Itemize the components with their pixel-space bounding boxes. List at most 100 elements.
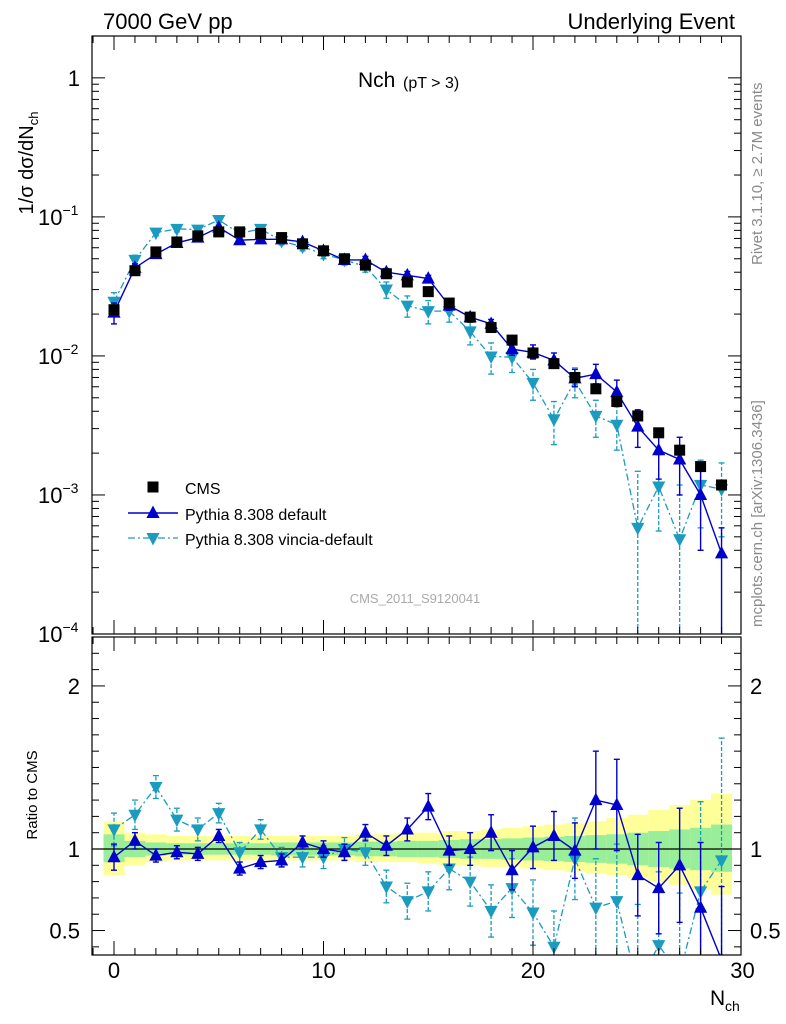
- cms-point: [234, 226, 246, 238]
- ratio-default-point: [170, 844, 184, 858]
- ratio-default-point: [421, 799, 435, 812]
- ratio-vincia-point: [233, 847, 247, 860]
- default-point: [610, 384, 624, 398]
- ratio-vincia-point: [254, 824, 268, 837]
- x-tick-label: 20: [521, 958, 545, 983]
- main-y-tick-exponent: −3: [62, 480, 78, 496]
- default-point: [714, 545, 729, 559]
- x-tick-label: 0: [108, 958, 120, 983]
- cms-point: [653, 427, 665, 439]
- ratio-default-point: [673, 857, 687, 871]
- x-label-sub: ch: [725, 998, 740, 1014]
- cms-point: [108, 304, 120, 316]
- cms-point: [401, 276, 413, 288]
- vincia-point: [610, 419, 624, 433]
- ratio-default-point: [107, 849, 121, 863]
- legend-label-vincia: Pythia 8.308 vincia-default: [185, 532, 373, 549]
- ratio-vincia-point: [170, 814, 184, 828]
- analysis-watermark: CMS_2011_S9120041: [350, 591, 481, 606]
- vincia-point: [673, 534, 687, 547]
- ratio-y-tick-label-right: 2: [750, 674, 762, 699]
- cms-point: [150, 246, 162, 258]
- cms-point: [359, 259, 371, 271]
- cms-point: [171, 236, 183, 248]
- plot-title-main: Nch: [358, 69, 395, 92]
- ratio-vincia-line: [113, 785, 723, 955]
- default-point: [589, 366, 603, 380]
- ratio-vincia-point: [400, 896, 414, 909]
- main-y-tick-label: 10−4: [38, 619, 79, 647]
- cms-point: [318, 245, 329, 257]
- ratio-vincia-point: [526, 907, 540, 921]
- ratio-default-point: [463, 841, 477, 855]
- ratio-vincia-point: [463, 876, 477, 890]
- ratio-default-point: [379, 838, 393, 851]
- x-axis-label: N ch: [710, 987, 740, 1014]
- ratio-vincia-point: [442, 863, 456, 877]
- ratio-default-point: [505, 862, 519, 876]
- main-plot-axes: 110−110−210−310−4: [38, 35, 742, 647]
- mcplots-reference-label: mcplots.cern.ch [arXiv:1306.3436]: [749, 400, 766, 627]
- ratio-y-tick-label-left: 0.5: [49, 919, 80, 944]
- ratio-vincia-point: [631, 981, 644, 993]
- vincia-point: [589, 410, 603, 424]
- main-y-tick-label: 1: [68, 66, 80, 91]
- main-y-tick-label: 10−3: [38, 480, 79, 508]
- vincia-point: [631, 522, 645, 536]
- vincia-point: [526, 377, 540, 391]
- x-tick-label: 10: [311, 958, 335, 983]
- ratio-y-tick-label-right: 0.5: [750, 919, 781, 944]
- ratio-default-point: [316, 841, 331, 855]
- default-point: [652, 442, 666, 456]
- default-point: [505, 341, 519, 355]
- cms-point: [297, 238, 309, 250]
- ratio-default-point: [400, 821, 414, 835]
- main-y-label-text: 1/σ dσ/dN: [16, 125, 38, 214]
- cms-point: [338, 253, 350, 265]
- ratio-default-point: [694, 900, 708, 913]
- ratio-band-green: [711, 824, 733, 872]
- legend-label-default: Pythia 8.308 default: [185, 507, 327, 524]
- cms-point: [380, 268, 392, 280]
- ratio-vincia-point: [128, 809, 142, 823]
- legend-markers: [128, 481, 178, 546]
- cms-point: [527, 347, 539, 359]
- ratio-default-point: [526, 839, 540, 853]
- cms-point: [611, 396, 623, 408]
- cms-point: [590, 383, 602, 395]
- ratio-default-point: [254, 854, 268, 868]
- ratio-vincia-point: [589, 902, 603, 916]
- main-y-tick-label: 10−2: [38, 341, 79, 369]
- vincia-point: [505, 352, 519, 365]
- main-y-tick-mantissa: 10: [38, 483, 62, 508]
- ratio-vincia-point: [421, 886, 435, 899]
- cms-point: [443, 297, 455, 309]
- legend-marker-vincia: [146, 532, 160, 546]
- cms-point: [255, 227, 267, 239]
- vincia-point: [400, 300, 414, 314]
- ratio-vincia-point: [358, 847, 372, 860]
- ratio-plot-bands: [92, 793, 741, 895]
- main-y-tick-exponent: −2: [62, 341, 78, 357]
- rivet-version-label: Rivet 3.1.10, ≥ 2.7M events: [749, 83, 766, 266]
- main-y-tick-mantissa: 10: [38, 622, 62, 647]
- cms-point: [422, 286, 434, 298]
- ratio-vincia-point: [484, 905, 498, 919]
- ratio-default-point: [191, 846, 205, 859]
- ratio-vincia-point: [673, 970, 686, 982]
- x-tick-label: 30: [730, 958, 754, 983]
- vincia-point: [463, 326, 477, 339]
- cms-point: [695, 461, 707, 473]
- ratio-plot-axes: 0.5 0.51 12 20 10 20 30: [49, 636, 781, 983]
- ratio-default-point: [589, 792, 603, 806]
- default-point: [673, 452, 687, 465]
- ratio-default-point: [547, 828, 561, 841]
- main-y-tick-exponent: −4: [62, 619, 78, 635]
- ratio-default-point: [358, 825, 372, 838]
- cms-point: [464, 311, 476, 323]
- main-plot-series: [107, 214, 729, 634]
- vincia-point: [652, 481, 666, 494]
- plot-title: Nch (pT > 3): [358, 69, 459, 92]
- svg-text:1/σ dσ/dNch: 1/σ dσ/dNch: [16, 112, 41, 215]
